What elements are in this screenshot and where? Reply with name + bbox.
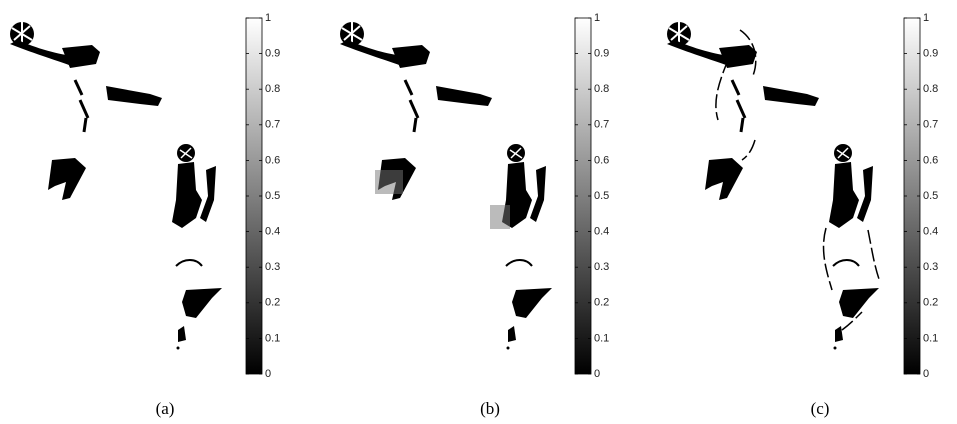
colorbar-tick-label: 1 <box>923 12 929 24</box>
colorbar-tick-label: 0.7 <box>265 119 280 131</box>
colorbar-tick-label: 1 <box>594 12 600 24</box>
colorbar-tick-label: 0.9 <box>265 48 280 60</box>
panel-a-image <box>10 22 222 350</box>
colorbar-tick-label: 0.8 <box>265 83 280 95</box>
panel-label: (a) <box>156 399 175 418</box>
colorbar-tick-label: 0.3 <box>594 261 609 273</box>
panel-c-image <box>667 22 880 350</box>
colorbar-tick-label: 0.5 <box>923 190 938 202</box>
panel-label: (c) <box>811 399 830 418</box>
colorbar-tick-label: 0.2 <box>923 297 938 309</box>
colorbar-tick-label: 0.1 <box>923 332 938 344</box>
colorbar-tick-label: 1 <box>265 12 271 24</box>
colorbar-tick-label: 0.1 <box>265 332 280 344</box>
colorbar-tick-label: 0 <box>265 368 271 380</box>
colorbar-tick-label: 0 <box>923 368 929 380</box>
colorbar-tick-label: 0.6 <box>265 154 280 166</box>
colorbar-tick-label: 0.4 <box>594 226 609 238</box>
colorbar-tick-label: 0.9 <box>594 48 609 60</box>
colorbar-tick-label: 0.5 <box>594 190 609 202</box>
colorbar-tick-label: 0.5 <box>265 190 280 202</box>
colorbar-tick-label: 0.9 <box>923 48 938 60</box>
colorbar-tick-label: 0.8 <box>923 83 938 95</box>
colorbar-tick-label: 0.8 <box>594 83 609 95</box>
colorbar-tick-label: 0.2 <box>594 297 609 309</box>
colorbar-tick-label: 0.3 <box>265 261 280 273</box>
colorbar-tick-label: 0.4 <box>265 226 280 238</box>
colorbar-tick-label: 0 <box>594 368 600 380</box>
colorbar-tick-label: 0.3 <box>923 261 938 273</box>
colorbar-tick-label: 0.7 <box>594 119 609 131</box>
colorbar-tick-label: 0.6 <box>923 154 938 166</box>
colorbar-tick-label: 0.7 <box>923 119 938 131</box>
colorbar-tick-label: 0.2 <box>265 297 280 309</box>
colorbar-tick-label: 0.6 <box>594 154 609 166</box>
panel-b-image <box>340 22 552 350</box>
panel-label: (b) <box>480 399 500 418</box>
colorbar-tick-label: 0.4 <box>923 226 938 238</box>
figure: 0 0.1 0.2 0.3 0.4 0.5 0.6 0.7 0.8 0.9 1 (a) 0 0.1 0.2 0… <box>0 0 957 424</box>
colorbar-tick-label: 0.1 <box>594 332 609 344</box>
